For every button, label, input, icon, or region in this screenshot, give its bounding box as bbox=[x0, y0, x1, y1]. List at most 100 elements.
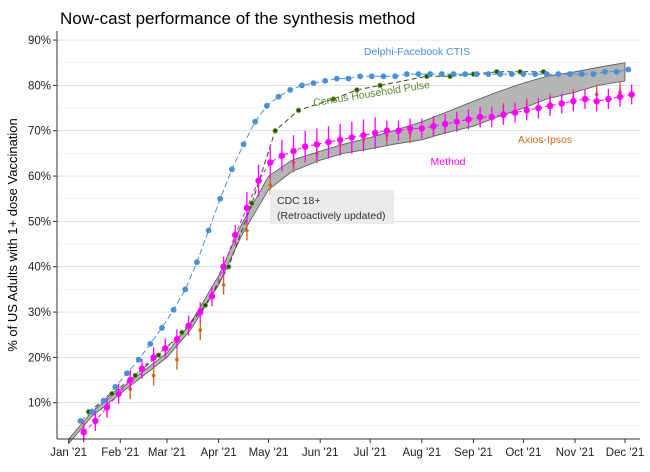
axes-group: 10% 20% 30% 40% 50% 60% 70% 80% 90% Jan '21 Feb '2… bbox=[28, 31, 644, 459]
x-tick-label: Nov '21 bbox=[556, 447, 595, 459]
method-point bbox=[360, 132, 367, 139]
census-pulse-point bbox=[377, 82, 383, 89]
method-point bbox=[115, 390, 122, 397]
delphi-facebook-point bbox=[124, 370, 130, 377]
method-point bbox=[173, 336, 181, 343]
delphi-facebook-point bbox=[403, 71, 410, 77]
delphi-facebook-point bbox=[205, 227, 212, 234]
method-point bbox=[453, 118, 460, 125]
method-point bbox=[185, 322, 192, 329]
method-point bbox=[558, 100, 565, 107]
method-point bbox=[267, 159, 274, 166]
delphi-facebook-point bbox=[170, 306, 177, 313]
census-pulse-point bbox=[225, 263, 232, 270]
delphi-facebook-point bbox=[590, 71, 597, 77]
delphi-facebook-point bbox=[89, 408, 95, 415]
axios-ipsos-point bbox=[221, 283, 226, 287]
delphi-facebook-point bbox=[462, 71, 468, 77]
y-axis-label: % of US Adults with 1+ dose Vaccination bbox=[5, 118, 20, 352]
delphi-facebook-point bbox=[322, 77, 329, 84]
x-tick-label: Mar '21 bbox=[148, 447, 186, 459]
y-tick-label: 40% bbox=[28, 262, 51, 274]
cdc-annotation-label: CDC 18+ bbox=[277, 195, 320, 207]
chart-title: Now-cast performance of the synthesis me… bbox=[60, 9, 415, 28]
method-point bbox=[535, 104, 542, 112]
delphi-facebook-point bbox=[473, 71, 480, 77]
x-tick-label: Jul '21 bbox=[354, 447, 387, 459]
method-point bbox=[80, 429, 87, 436]
delphi-facebook-point bbox=[602, 68, 608, 75]
delphi-facebook-point bbox=[613, 68, 620, 75]
y-tick-label: 70% bbox=[28, 126, 51, 138]
method-point bbox=[208, 293, 216, 300]
method-point bbox=[593, 98, 600, 105]
method-point bbox=[255, 177, 262, 184]
method-point bbox=[103, 404, 111, 411]
delphi-facebook-point bbox=[159, 325, 165, 331]
delphi-facebook-point bbox=[438, 71, 445, 77]
method-point bbox=[290, 147, 297, 155]
method-point bbox=[162, 345, 169, 352]
cdc-annotation-box bbox=[270, 190, 394, 224]
delphi-facebook-point bbox=[182, 286, 189, 293]
census-pulse-point bbox=[132, 372, 139, 379]
x-tick-label: Sep '21 bbox=[454, 447, 493, 459]
method-point bbox=[325, 138, 332, 146]
method-label: Method bbox=[430, 156, 465, 168]
delphi-facebook-point bbox=[485, 71, 492, 77]
delphi-facebook-point bbox=[135, 356, 142, 363]
delphi-facebook-point bbox=[508, 71, 515, 77]
method-point bbox=[488, 113, 495, 121]
method-point bbox=[220, 263, 227, 270]
method-point bbox=[406, 125, 414, 132]
axios-ipsos-point bbox=[245, 228, 249, 233]
method-point bbox=[616, 93, 624, 100]
delphi-facebook-point bbox=[392, 73, 399, 80]
delphi-facebook-point bbox=[578, 71, 585, 77]
method-point bbox=[197, 308, 204, 316]
delphi-facebook-point bbox=[345, 75, 352, 82]
method-point bbox=[511, 109, 519, 116]
census-pulse-point bbox=[272, 127, 279, 134]
delphi-facebook-point bbox=[333, 75, 340, 82]
method-point bbox=[476, 113, 484, 121]
delphi-facebook-point bbox=[415, 71, 422, 77]
method-point bbox=[628, 91, 635, 98]
method-point bbox=[441, 120, 449, 128]
delphi-facebook-point bbox=[380, 73, 387, 80]
delphi-facebook-point bbox=[112, 383, 119, 390]
y-tick-label: 80% bbox=[28, 80, 51, 92]
delphi-facebook-point bbox=[450, 71, 457, 77]
delphi-facebook-point bbox=[100, 397, 107, 404]
delphi-facebook-point bbox=[543, 71, 550, 77]
x-tick-label: Dec '21 bbox=[606, 447, 645, 459]
delphi-facebook-point bbox=[147, 340, 154, 347]
method-point bbox=[92, 417, 99, 425]
x-tick-label: Jun '21 bbox=[302, 447, 339, 459]
census-pulse-point bbox=[202, 302, 209, 309]
axios-ipsos-point bbox=[268, 183, 273, 187]
delphi-facebook-point bbox=[252, 118, 259, 125]
delphi-facebook-point bbox=[368, 73, 375, 80]
delphi-facebook-label: Delphi-Facebook CTIS bbox=[364, 46, 470, 58]
delphi-facebook-point bbox=[555, 71, 562, 77]
method-point bbox=[581, 95, 589, 103]
census-pulse-point bbox=[330, 96, 337, 102]
method-point bbox=[605, 95, 612, 103]
method-point bbox=[278, 152, 286, 159]
y-tick-label: 30% bbox=[28, 307, 51, 319]
census-pulse-point bbox=[155, 352, 162, 358]
delphi-facebook-point bbox=[497, 71, 503, 77]
delphi-facebook-point bbox=[287, 87, 294, 93]
method-point bbox=[127, 376, 134, 384]
census-pulse-point bbox=[249, 200, 255, 207]
x-tick-label: Apr '21 bbox=[201, 447, 237, 459]
x-tick-label: Feb '21 bbox=[101, 447, 139, 459]
method-point bbox=[546, 102, 554, 110]
delphi-facebook-point bbox=[520, 71, 527, 77]
delphi-facebook-point bbox=[77, 417, 84, 424]
method-point bbox=[348, 134, 356, 141]
method-point bbox=[150, 354, 157, 361]
